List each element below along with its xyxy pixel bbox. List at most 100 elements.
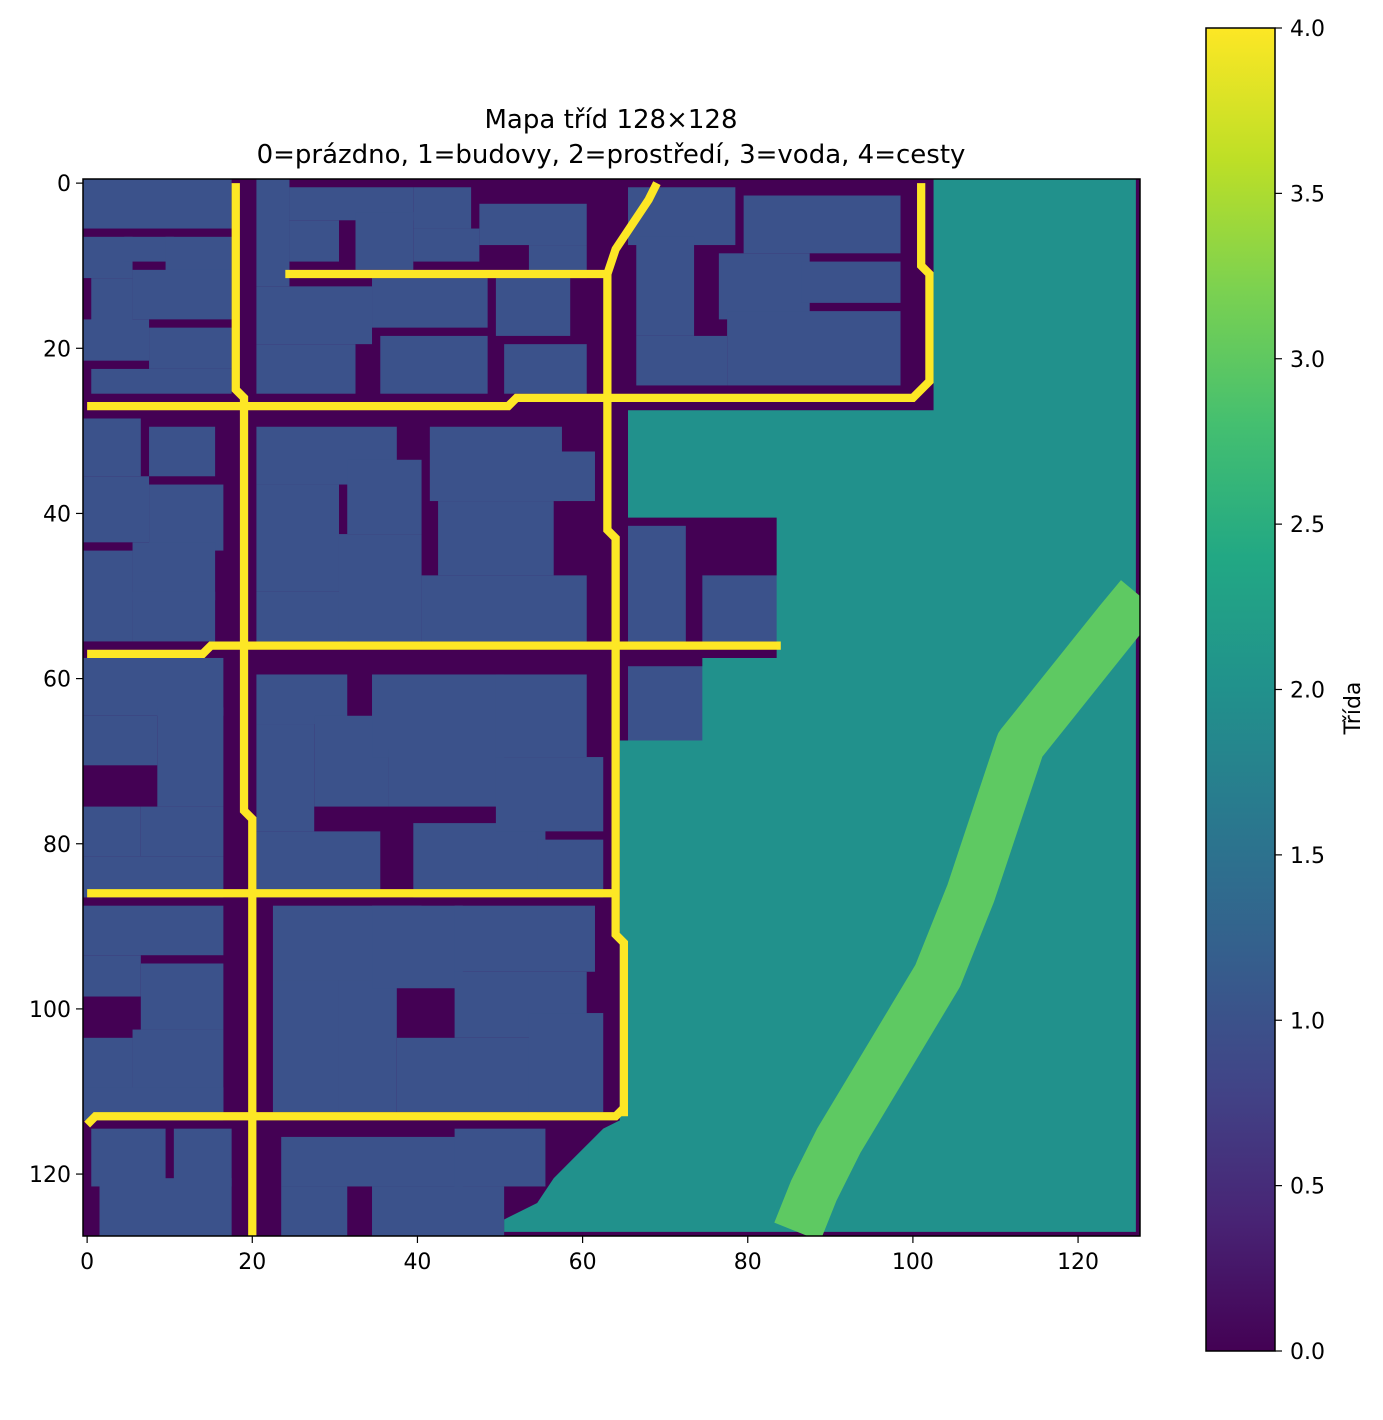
cell-region-building [553,451,595,502]
colorbar-tick-label: 1.5 [1290,844,1325,869]
cell-region-building [495,674,587,758]
x-tick-label: 40 [403,1250,431,1275]
colorbar-label: Třída [1341,682,1366,736]
cell-region-building [421,575,587,642]
colorbar-tick-label: 2.5 [1290,513,1325,538]
colorbar-tick-label: 3.5 [1290,182,1325,207]
cell-region-road [603,273,629,1117]
cell-region-building [83,179,232,229]
cell-region-building [132,269,232,320]
cell-region-building [454,905,595,972]
x-axis: 0 20 40 60 80 100 120 [80,1236,1099,1275]
colorbar-tick-label: 4.0 [1290,17,1325,42]
cell-region-road [87,183,934,411]
cell-region-building [256,591,348,642]
cell-region-building [718,253,810,320]
cell-region-environment [504,179,1136,1232]
cell-region-building [289,220,339,262]
cell-region-building [479,203,587,246]
cell-region-building [256,286,373,345]
cell-region-building [132,542,216,601]
cell-region-road [84,1105,627,1128]
cell-region-building [99,1178,232,1236]
cell-region-building [140,806,224,857]
cell-region-building [372,905,463,989]
y-axis: 0 20 40 60 80 100 120 [29,172,83,1188]
cell-region-building [83,955,141,997]
cell-region-building [256,179,290,287]
cell-region-building [83,418,141,477]
cell-region-building [256,831,381,898]
colorbar-tick-label: 0.5 [1290,1175,1325,1200]
colorbar [1205,27,1276,1352]
x-tick-label: 20 [238,1250,266,1275]
cell-region-building [83,806,141,857]
x-tick-label: 0 [80,1250,94,1275]
cell-region-building [132,591,216,642]
cell-region-building [149,484,224,551]
cell-region-building [281,1186,348,1236]
x-tick-label: 80 [734,1250,762,1275]
cell-region-building [83,657,224,716]
cell-region-building [83,715,158,766]
cell-region-building [380,335,488,394]
cell-region-building [628,666,711,749]
colorbar-tick-label: 2.0 [1290,679,1325,704]
cell-region-building [388,748,505,807]
class-heatmap [83,179,1140,1236]
cell-region-building [495,278,571,336]
cell-region-building [528,1013,604,1113]
x-tick-label: 100 [892,1250,934,1275]
cell-region-building [396,1037,538,1113]
cell-region-building [281,1136,463,1187]
cell-region-building [347,459,422,535]
cell-region-building [83,476,150,543]
cell-region-building [256,484,339,592]
cell-region-building [372,674,505,758]
y-tick-label: 80 [43,833,71,858]
cell-region-road [87,641,781,658]
cell-region-building [149,327,232,369]
cell-region-building [256,724,315,832]
cell-region-building [91,368,232,394]
cell-region-building [801,261,901,303]
colorbar-axis: 0.0 0.5 1.0 1.5 2.0 2.5 3.0 3.5 4.0 [1275,17,1325,1365]
cell-region-building [372,1186,505,1236]
x-tick-label: 120 [1057,1250,1099,1275]
colorbar-tick-label: 1.0 [1290,1009,1325,1034]
y-tick-label: 40 [43,502,71,527]
cell-region-building [149,426,216,477]
y-tick-label: 60 [43,668,71,693]
cell-region-building [83,319,150,361]
cell-region-building [256,344,356,394]
plot-frame [82,178,1141,1237]
cell-region-building [628,187,736,246]
cell-region-building [157,707,224,807]
cell-region-building [338,980,397,1113]
cell-region-water [774,580,1140,1236]
cell-region-building [636,335,728,386]
y-tick-label: 100 [29,998,71,1023]
cell-region-building [91,1128,166,1187]
cell-region-building [413,823,546,898]
cell-region-building [438,501,554,576]
cell-region-building [628,525,686,642]
cell-region-building [338,534,422,642]
y-tick-label: 120 [29,1163,71,1188]
cell-region-building [83,550,133,642]
cell-region-building [83,1037,133,1096]
cell-region-building [727,311,901,386]
chart-title-line2: 0=prázdno, 1=budovy, 2=prostředí, 3=voda… [257,140,966,170]
cell-region-building [413,228,480,262]
cell-region-building [504,344,587,394]
chart-title-line1: Mapa tříd 128×128 [485,105,738,135]
cell-region-building [429,426,562,502]
cell-region-building [495,757,604,832]
colorbar-tick-label: 0.0 [1290,1340,1325,1365]
cell-region-building [355,212,414,270]
cell-region-building [743,195,901,254]
x-tick-label: 60 [569,1250,597,1275]
y-tick-label: 20 [43,337,71,362]
cell-region-building [636,236,695,336]
